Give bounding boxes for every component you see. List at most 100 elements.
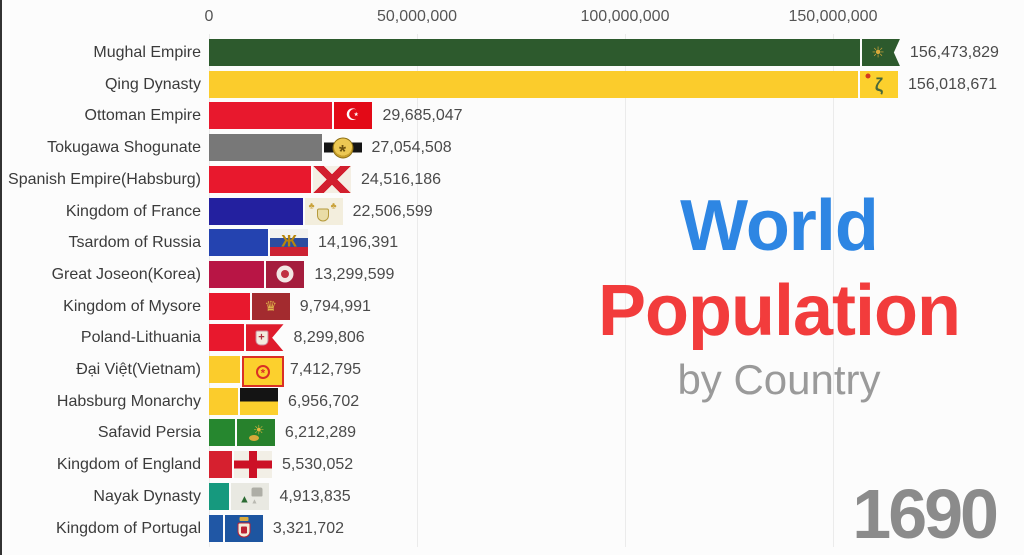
bar-category-label: Kingdom of Portugal (56, 519, 201, 537)
bar-category-label: Nayak Dynasty (93, 487, 201, 505)
flag-emblem (865, 73, 871, 79)
kingdom-of-france-flag-icon: ♣ ♣ (304, 197, 343, 225)
bar (209, 451, 232, 479)
flag-emblem: ☀ (871, 44, 885, 61)
flag-emblem: ♣ (308, 200, 315, 211)
bar (209, 70, 859, 98)
flag-emblem (281, 270, 290, 279)
bar-value-label: 7,412,795 (289, 361, 362, 378)
nayak-dynasty-flag-icon: ▲ ▲ (231, 482, 270, 510)
bar-category-label: Poland-Lithuania (80, 329, 201, 347)
bar-category-label: Habsburg Monarchy (56, 392, 201, 410)
bar (209, 197, 303, 225)
bar (209, 419, 235, 447)
grid-line (208, 34, 210, 547)
bar-value-label: 156,473,829 (909, 44, 999, 61)
flag-emblem: ☀ (253, 422, 265, 438)
bar (209, 356, 240, 383)
kingdom-of-england-flag-icon (234, 451, 272, 479)
flag-emblem: ▲ (250, 498, 258, 506)
bar-category-label: Tokugawa Shogunate (47, 139, 201, 157)
bar-category-label: Spanish Empire(Habsburg) (8, 170, 201, 188)
bar (209, 165, 311, 193)
bar-value-label: 8,299,806 (293, 329, 365, 347)
title-word-world: World (680, 186, 879, 266)
bar-category-label: Qing Dynasty (104, 75, 201, 93)
bar-category-label: Đại Việt(Vietnam) (76, 361, 201, 378)
flag-emblem (251, 487, 263, 497)
bar (209, 514, 223, 542)
grid-line (624, 34, 626, 547)
dai-viet-flag-icon: * (241, 356, 284, 387)
bar-category-label: Safavid Persia (97, 424, 201, 442)
bar-category-label: Great Joseon(Korea) (51, 265, 201, 283)
flag-emblem: ♣ (330, 200, 337, 211)
ottoman-empire-flag-icon: ☪ (334, 102, 373, 130)
bar-value-label: 3,321,702 (272, 519, 344, 537)
bar-value-label: 4,913,835 (279, 487, 351, 505)
bar (209, 260, 265, 288)
flag-emblem (255, 364, 270, 379)
overlay-title: World Population by Country (594, 183, 964, 405)
grid-line (832, 34, 834, 547)
year-indicator: 1690 (852, 475, 999, 553)
bar (209, 39, 860, 66)
bar-category-label: Kingdom of England (56, 456, 201, 474)
flag-emblem: * (260, 367, 265, 379)
bar-category-label: Mughal Empire (93, 44, 201, 61)
bar-value-label: 6,212,289 (284, 424, 357, 442)
kingdom-of-portugal-flag-icon (224, 514, 263, 542)
bar-value-label: 6,956,702 (287, 392, 360, 410)
bar (209, 324, 244, 352)
bar-category-label: Kingdom of Mysore (63, 297, 201, 315)
bar-value-label: 14,196,391 (318, 234, 399, 252)
bar (209, 292, 250, 320)
bar-value-label: 156,018,671 (908, 75, 998, 93)
tsardom-of-russia-flag-icon: Ж (270, 229, 309, 257)
bar (209, 229, 269, 257)
flag-emblem: ☪ (345, 106, 360, 124)
flag-emblem (239, 517, 249, 521)
bar-value-label: 27,054,508 (371, 139, 452, 157)
flag-emblem (332, 137, 354, 159)
poland-lithuania-flag-icon: + (245, 324, 284, 352)
bar-value-label: 22,506,599 (352, 202, 433, 220)
title-subtitle-by-country: by Country (677, 356, 881, 403)
safavid-persia-flag-icon: ☀ (236, 419, 275, 447)
bar (209, 482, 230, 510)
flag-emblem: ζ (874, 75, 884, 96)
tokugawa-shogunate-flag-icon: * (323, 134, 362, 162)
spanish-empire-burgundy-cross-flag-icon (312, 165, 351, 193)
kingdom-of-mysore-flag-icon: ♛ (251, 292, 290, 320)
title-word-population: Population (598, 271, 961, 351)
flag-emblem (255, 330, 269, 346)
bar-category-label: Ottoman Empire (84, 107, 201, 125)
mughal-empire-flag-icon: ☀ (861, 39, 900, 66)
flag-emblem: * (339, 141, 347, 162)
axis-tick-label: 100,000,000 (580, 8, 670, 25)
great-joseon-flag-icon (266, 260, 305, 288)
bar (209, 387, 238, 415)
axis-tick-label: 50,000,000 (376, 8, 458, 25)
axis-tick-label: 0 (204, 8, 214, 25)
flag-emblem: ▲ (238, 493, 250, 506)
bar-category-label: Tsardom of Russia (68, 234, 202, 252)
grid-line (416, 34, 418, 547)
bar-value-label: 9,794,991 (299, 297, 371, 315)
bar-category-label: Kingdom of France (65, 202, 201, 220)
bar (209, 102, 333, 130)
bar-value-label: 5,530,052 (282, 456, 354, 474)
flag-emblem (248, 434, 259, 441)
flag-emblem: + (258, 331, 265, 344)
habsburg-monarchy-flag-icon (239, 387, 278, 415)
flag-emblem: Ж (281, 231, 297, 251)
flag-emblem: ♛ (264, 298, 278, 315)
flag-emblem (316, 208, 329, 222)
qing-dynasty-flag-icon: ζ (860, 70, 899, 98)
flag-emblem (240, 526, 247, 534)
bar-value-label: 13,299,599 (314, 265, 395, 283)
bar-value-label: 29,685,047 (382, 107, 463, 125)
bar-value-label: 24,516,186 (360, 170, 442, 188)
bar (209, 134, 322, 162)
